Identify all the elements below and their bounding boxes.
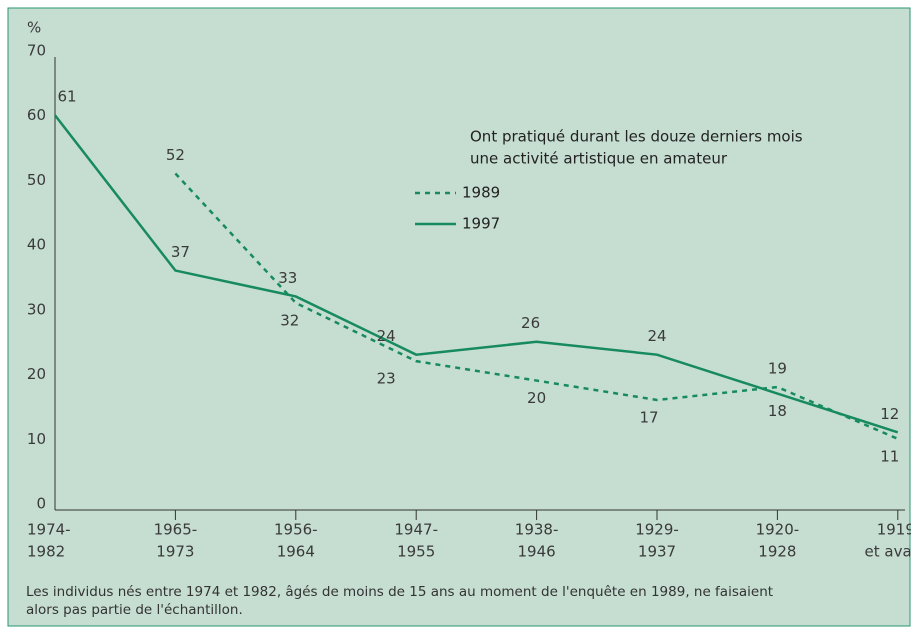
- series-line: [174, 172, 899, 440]
- y-tick-label: 50: [27, 171, 46, 189]
- data-label: 20: [527, 389, 546, 407]
- x-tick-label: 1955: [397, 543, 435, 561]
- x-tick-label: 1919: [877, 521, 911, 539]
- y-tick-label: 0: [36, 495, 46, 513]
- data-label: 26: [521, 314, 540, 332]
- data-label: 17: [639, 408, 658, 426]
- data-label: 24: [647, 327, 666, 345]
- y-tick-label: 20: [27, 365, 46, 383]
- note: Les individus nés entre 1974 et 1982, âg…: [26, 584, 773, 600]
- data-label: 11: [880, 447, 899, 465]
- x-tick-label: 1973: [156, 543, 194, 561]
- legend-label: 1989: [462, 184, 500, 202]
- data-label: 33: [278, 269, 297, 287]
- x-tick-label: et avant: [865, 543, 911, 561]
- x-tick-label: 1947-: [394, 521, 438, 539]
- x-tick-label: 1965-: [154, 521, 198, 539]
- note: alors pas partie de l'échantillon.: [26, 602, 243, 618]
- panel: [7, 7, 911, 627]
- y-tick-label: 10: [27, 430, 46, 448]
- data-label: 32: [280, 311, 299, 329]
- x-tick-label: 1956-: [274, 521, 318, 539]
- legend-title: une activité artistique en amateur: [470, 150, 728, 168]
- series-line: [54, 114, 899, 434]
- y-tick-label: 60: [27, 106, 46, 124]
- x-tick-label: 1964: [277, 543, 315, 561]
- legend-title: Ont pratiqué durant les douze derniers m…: [470, 128, 803, 146]
- data-label: 61: [57, 88, 76, 106]
- data-label: 52: [166, 146, 185, 164]
- data-label: 18: [768, 402, 787, 420]
- x-tick-label: 1937: [638, 543, 676, 561]
- x-tick-label: 1946: [518, 543, 556, 561]
- x-tick-label: 1920-: [756, 521, 800, 539]
- y-tick-label: 70: [27, 42, 46, 60]
- data-label: 19: [768, 360, 787, 378]
- y-tick-label: 40: [27, 236, 46, 254]
- data-label: 12: [880, 405, 899, 423]
- x-tick-label: 1974-: [27, 521, 71, 539]
- x-tick-label: 1929-: [635, 521, 679, 539]
- legend-label: 1997: [462, 215, 500, 233]
- x-tick-label: 1938-: [515, 521, 559, 539]
- y-tick-label: 30: [27, 300, 46, 318]
- data-label: 37: [171, 243, 190, 261]
- x-tick-label: 1928: [758, 543, 796, 561]
- x-tick-label: 1982: [27, 543, 65, 561]
- y-unit: %: [27, 19, 41, 37]
- data-label: 23: [377, 370, 396, 388]
- data-label: 24: [377, 327, 396, 345]
